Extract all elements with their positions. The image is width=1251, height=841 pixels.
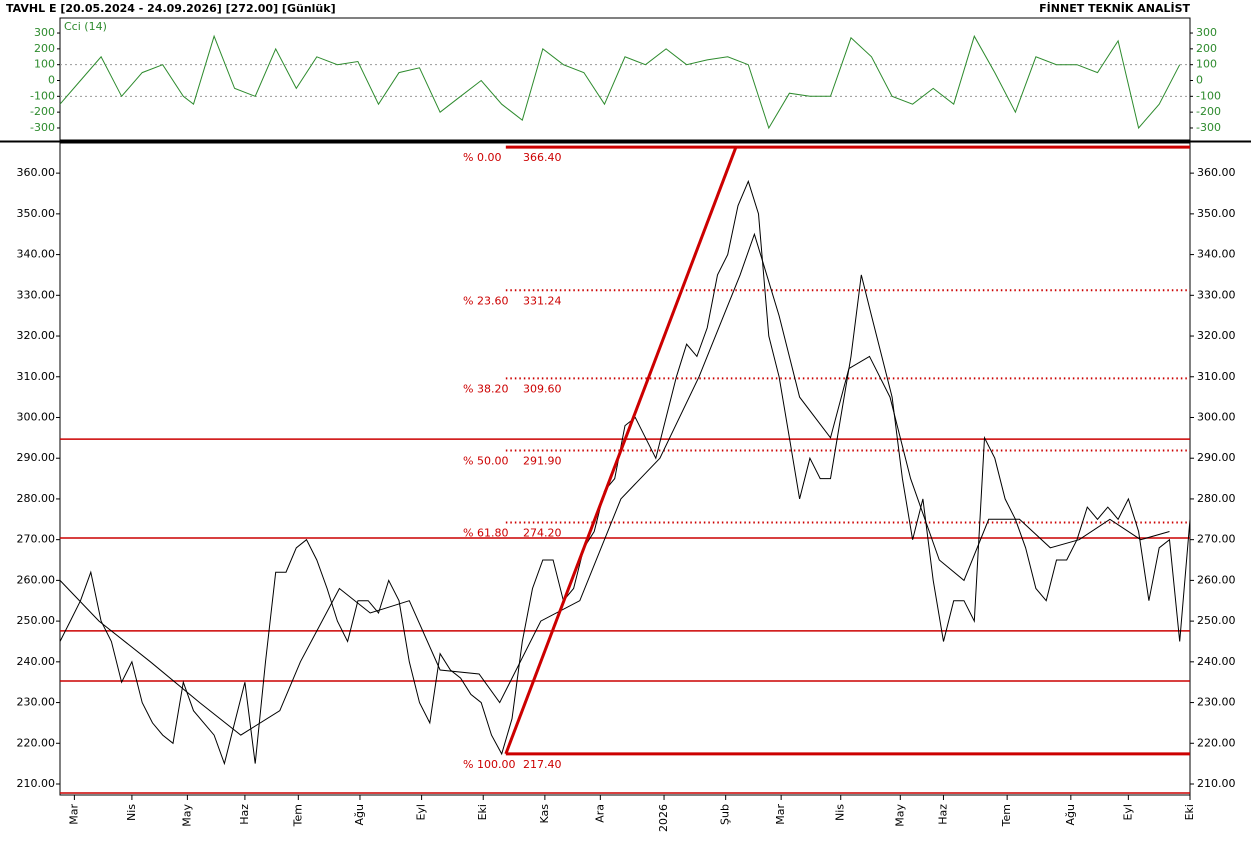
y-tick-label: 310.00 [17,370,56,383]
y-tick-label: 300.00 [17,410,56,423]
y-tick-label: 330.00 [17,288,56,301]
y-tick-label: 340.00 [17,248,56,261]
y-tick-label-right: 230.00 [1197,696,1236,709]
y-tick-label: 210.00 [17,777,56,790]
fib-label: % 0.00 [463,151,501,164]
y-tick-label-right: 320.00 [1197,329,1236,342]
cci-line [59,34,1181,130]
y-tick-label: 260.00 [17,573,56,586]
y-tick-label-right: 360.00 [1197,166,1236,179]
y-tick-label: 350.00 [17,207,56,220]
y-tick-label-right: 240.00 [1197,655,1236,668]
fib-value-label: 291.90 [523,454,562,467]
fib-label: % 61.80 [463,527,508,540]
y-tick-label: 230.00 [17,696,56,709]
y-tick-label: 290.00 [17,451,56,464]
cci-frame [59,17,1191,141]
y-tick-label: -100 [30,89,55,102]
x-tick-label: Tem [291,804,304,827]
y-tick-label-right: 330.00 [1197,288,1236,301]
y-tick-label: 200 [34,42,55,55]
fib-value-label: 309.60 [523,382,562,395]
fib-label: % 50.00 [463,454,508,467]
fib-value-label: 274.20 [523,527,562,540]
y-tick-label-right: 300.00 [1197,410,1236,423]
y-tick-label: 100 [34,58,55,71]
y-tick-label-right: 350.00 [1197,207,1236,220]
y-tick-label: 270.00 [17,533,56,546]
y-tick-label-right: 310.00 [1197,370,1236,383]
x-tick-label: Ağu [353,804,366,825]
y-tick-label-right: 200 [1196,42,1217,55]
y-tick-label-right: -300 [1196,121,1221,134]
x-tick-label: Mar [67,804,80,825]
y-tick-label-right: 210.00 [1197,777,1236,790]
x-tick-label: Tem [1000,804,1013,827]
header-title: TAVHL E [20.05.2024 - 24.09.2026] [272.0… [6,2,336,15]
y-tick-label-right: 290.00 [1197,451,1236,464]
y-tick-label: 300 [34,26,55,39]
x-tick-label: Mar [774,804,787,825]
x-tick-label: Kas [538,804,551,824]
x-tick-label: Haz [238,804,251,825]
y-tick-label: 0 [48,74,55,87]
fib-value-label: 331.24 [523,294,562,307]
y-tick-label-right: 260.00 [1197,573,1236,586]
y-tick-label-right: 250.00 [1197,614,1236,627]
y-tick-label-right: 340.00 [1197,248,1236,261]
y-tick-label-right: 270.00 [1197,533,1236,546]
x-tick-label: Ara [593,804,606,823]
fib-value-label: 217.40 [523,758,562,771]
y-tick-label-right: 0 [1196,74,1203,87]
x-tick-label: Eyl [415,804,428,821]
x-tick-label: May [180,804,193,827]
price-frame [59,142,1191,796]
x-tick-label: Nis [125,804,138,821]
x-tick-label: May [893,804,906,827]
trend-line [504,146,738,755]
x-tick-label: Eki [1183,804,1196,820]
x-tick-label: Eyl [1121,804,1134,821]
x-tick-label: Nis [834,804,847,821]
y-tick-label: -200 [30,105,55,118]
fib-label: % 23.60 [463,294,508,307]
moving-average [59,232,1170,736]
y-tick-label: 240.00 [17,655,56,668]
price-line [59,179,1191,766]
y-tick-label-right: -100 [1196,89,1221,102]
y-tick-label: 220.00 [17,736,56,749]
y-tick-label: 250.00 [17,614,56,627]
x-tick-label: Haz [936,804,949,825]
y-tick-label: 320.00 [17,329,56,342]
fib-label: % 38.20 [463,382,508,395]
fib-value-label: 366.40 [523,151,562,164]
y-tick-label-right: 100 [1196,58,1217,71]
x-tick-label: Şub [719,804,732,825]
x-tick-label: 2026 [657,804,670,832]
y-tick-label: 360.00 [17,166,56,179]
fib-label: % 100.00 [463,758,515,771]
cci-title: Cci (14) [64,20,107,33]
y-tick-label-right: 300 [1196,26,1217,39]
header-brand: FİNNET TEKNİK ANALİST [1039,1,1190,15]
y-tick-label-right: -200 [1196,105,1221,118]
x-tick-label: Eki [476,804,489,820]
y-tick-label: 280.00 [17,492,56,505]
y-tick-label-right: 220.00 [1197,736,1236,749]
y-tick-label: -300 [30,121,55,134]
x-tick-label: Ağu [1064,804,1077,825]
y-tick-label-right: 280.00 [1197,492,1236,505]
